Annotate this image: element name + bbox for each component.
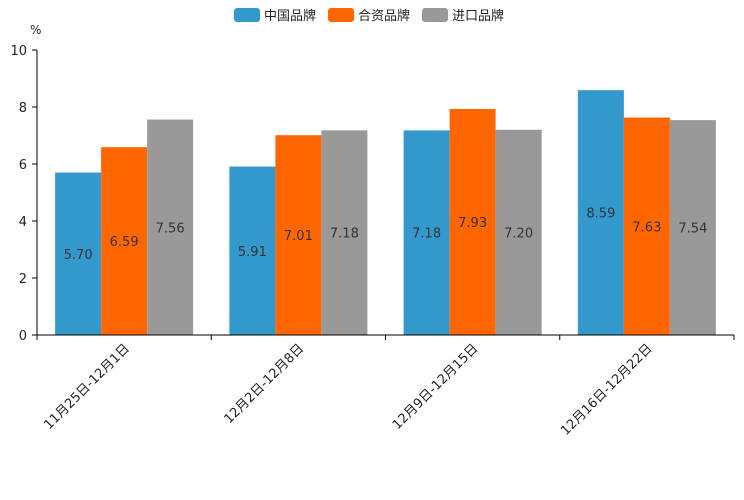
bar bbox=[449, 108, 496, 336]
bar bbox=[275, 135, 322, 335]
bar-value-label: 7.01 bbox=[284, 229, 313, 244]
bar bbox=[669, 120, 716, 335]
legend-swatch bbox=[328, 8, 354, 22]
bar bbox=[403, 130, 450, 335]
legend-swatch bbox=[422, 8, 448, 22]
bar bbox=[101, 147, 148, 335]
legend-label: 中国品牌 bbox=[264, 8, 316, 24]
y-tick-label: 2 bbox=[19, 272, 27, 287]
bar-value-label: 7.18 bbox=[412, 227, 441, 242]
legend-swatch bbox=[234, 8, 260, 22]
y-tick-label: 4 bbox=[19, 215, 27, 230]
y-axis: 0 2 4 6 8 10 bbox=[10, 44, 38, 344]
x-category-label: 12月9日-12月15日 bbox=[390, 341, 482, 433]
bar-value-label: 6.59 bbox=[110, 235, 139, 250]
bar-value-label: 5.70 bbox=[64, 248, 93, 263]
y-axis-unit-label: % bbox=[30, 23, 41, 37]
bar bbox=[229, 166, 276, 335]
x-category-label: 12月2日-12月8日 bbox=[221, 341, 307, 427]
bar bbox=[495, 129, 542, 335]
x-category-label: 11月25日-12月1日 bbox=[41, 341, 133, 433]
bar bbox=[577, 90, 624, 335]
legend-label: 合资品牌 bbox=[358, 8, 410, 24]
legend: 中国品牌 合资品牌 进口品牌 bbox=[234, 8, 504, 24]
bar bbox=[623, 117, 670, 335]
bars: 5.70 6.59 7.56 5.91 7.01 7.18 7.18 7.93 7.20 8.59… bbox=[55, 90, 716, 336]
bar bbox=[147, 119, 194, 335]
y-tick-label: 8 bbox=[19, 101, 27, 116]
bar-value-label: 7.20 bbox=[504, 226, 533, 241]
bar-value-label: 7.93 bbox=[458, 216, 487, 231]
bar-value-label: 8.59 bbox=[586, 207, 615, 222]
bar-value-label: 7.18 bbox=[330, 227, 359, 242]
bar bbox=[321, 130, 368, 335]
bar bbox=[55, 172, 102, 335]
legend-label: 进口品牌 bbox=[452, 8, 504, 24]
bar-value-label: 7.63 bbox=[632, 220, 661, 235]
x-axis: 11月25日-12月1日 12月2日-12月8日 12月9日-12月15日 12月16… bbox=[36, 334, 735, 439]
bar-value-label: 7.54 bbox=[678, 222, 707, 237]
bar-value-label: 7.56 bbox=[156, 221, 185, 236]
y-tick-label: 6 bbox=[19, 158, 27, 173]
y-tick-label: 0 bbox=[19, 329, 27, 344]
x-category-label: 12月16日-12月22日 bbox=[558, 341, 655, 438]
bar-value-label: 5.91 bbox=[238, 245, 267, 260]
y-tick-label: 10 bbox=[10, 44, 27, 59]
